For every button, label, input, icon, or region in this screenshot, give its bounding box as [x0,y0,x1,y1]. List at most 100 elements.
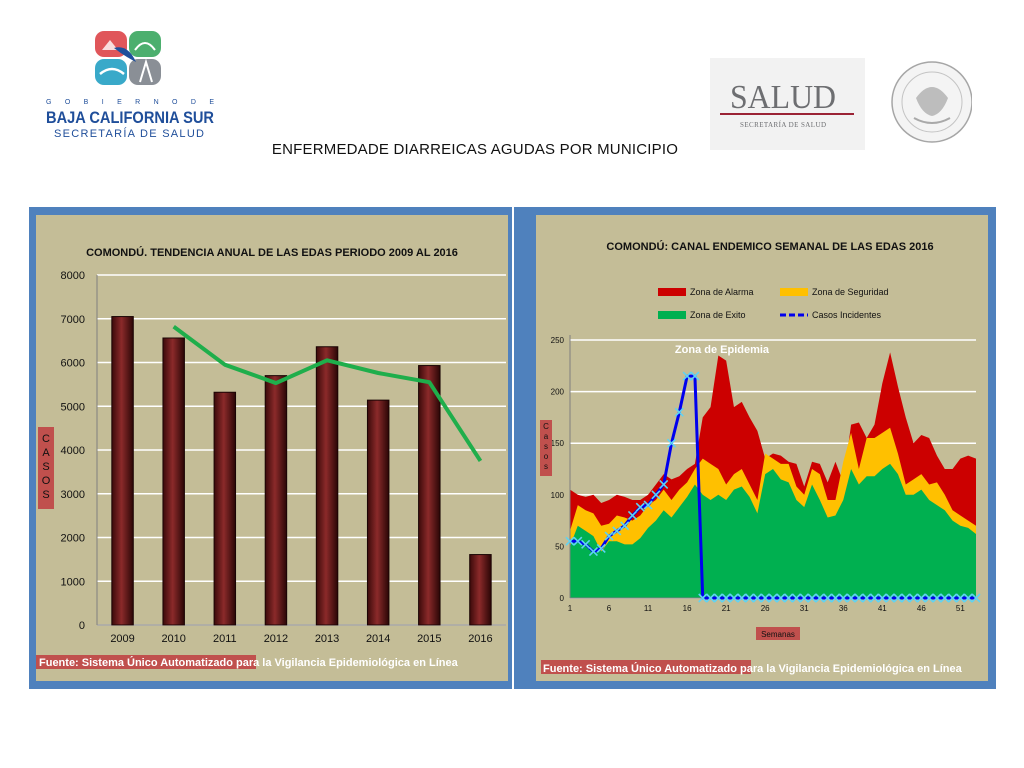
cases-point [690,371,700,381]
cases-point [791,593,801,603]
cases-point [721,593,731,603]
legend-label: Zona de Exito [690,310,746,320]
cases-point [588,546,598,557]
y-axis-label-letter: s [544,462,548,471]
x-tick-label: 11 [644,604,653,613]
legend-swatch [780,288,808,296]
state-name-text: BAJA CALIFORNIA SUR [46,108,214,127]
cases-point [643,500,653,510]
source-note-bg [36,655,256,669]
cases-point [932,593,942,603]
salud-secretaria-text: SECRETARÍA DE SALUD [740,121,826,129]
cases-point [924,593,934,603]
cases-point [713,593,723,603]
endemic-channel-panel: COMONDÚ: CANAL ENDEMICO SEMANAL DE LAS E… [514,207,996,689]
cases-point [620,521,630,531]
chart-title: COMONDÚ. TENDENCIA ANUAL DE LAS EDAS PER… [86,246,458,259]
bar-2016 [469,554,492,626]
cases-point [635,502,645,512]
cases-point [846,593,856,603]
bar-2011 [213,391,237,626]
bcs-emblem-icon [95,31,161,85]
y-axis-label-bg [38,427,54,509]
annual-trend-panel: COMONDÚ. TENDENCIA ANUAL DE LAS EDAS PER… [29,207,512,689]
y-tick-label: 0 [560,594,565,603]
cases-point [838,593,848,603]
y-tick-label: 3000 [61,489,85,501]
bcs-government-logo: G O B I E R N O D E BAJA CALIFORNIA SUR … [40,28,230,143]
source-note-bg-right [541,660,751,674]
x-tick-label: 2010 [161,633,185,645]
page-title: ENFERMEDADE DIARREICAS AGUDAS POR MUNICI… [271,141,679,158]
x-tick-label: 51 [956,604,965,613]
cases-point [705,593,716,603]
y-tick-label: 250 [551,336,565,345]
cases-point [799,593,809,603]
bar-2012 [264,375,288,626]
bar-2013 [315,346,339,626]
legend-swatch [658,311,686,319]
annual-trend-chart: COMONDÚ. TENDENCIA ANUAL DE LAS EDAS PER… [38,246,506,645]
source-note-left: Fuente: Sistema Único Automatizado para … [39,657,458,669]
x-tick-label: 2012 [264,633,288,645]
source-note-right: Fuente: Sistema Único Automatizado para … [543,663,962,675]
cases-point [948,593,958,603]
secretaria-text: SECRETARÍA DE SALUD [54,127,204,140]
cases-point [885,593,895,603]
x-tick-label: 2011 [213,633,237,645]
endemic-channel-chart: COMONDÚ: CANAL ENDEMICO SEMANAL DE LAS E… [540,240,981,640]
cases-point [862,593,872,603]
cases-point [940,593,950,603]
y-axis-label-letter: o [544,452,549,461]
cases-point [627,510,638,521]
cases-point [737,593,747,603]
cases-point [659,479,669,490]
x-axis-label: Semanas [761,630,795,639]
x-tick-label: 2016 [468,633,492,645]
mexico-seal-icon [891,61,973,143]
cases-point [596,543,606,554]
cases-point [573,536,583,546]
annual-trend-chart-area: COMONDÚ. TENDENCIA ANUAL DE LAS EDAS PER… [36,215,508,681]
y-axis-label-letter: O [42,475,51,487]
cases-point [823,593,833,603]
y-tick-label: 8000 [61,270,85,282]
x-tick-label: 2009 [110,633,134,645]
cases-point [830,593,841,603]
salud-text: SALUD [730,79,836,116]
cases-point [971,593,981,603]
y-axis-label-letter: C [42,433,50,445]
x-tick-label: 36 [839,604,848,613]
x-tick-label: 2015 [417,633,441,645]
cases-point [963,593,973,603]
y-tick-label: 150 [551,439,565,448]
cases-point [776,593,786,603]
cases-point [698,593,708,603]
cases-point [854,593,864,603]
legend-label: Zona de Alarma [690,287,754,297]
cases-point [901,593,911,603]
cases-point [651,490,661,500]
y-tick-label: 4000 [61,445,85,457]
trend-line [172,325,483,463]
chart-title: COMONDÚ: CANAL ENDEMICO SEMANAL DE LAS E… [606,240,933,253]
x-tick-label: 41 [878,604,887,613]
cases-point [682,371,692,381]
gobierno-text: G O B I E R N O D E [46,99,214,106]
cases-point [955,593,965,603]
bar-2009 [111,316,134,626]
cases-point [760,593,770,603]
x-axis-label-bg [756,627,800,640]
cases-point [565,536,575,546]
y-tick-label: 2000 [61,533,85,545]
y-tick-label: 1000 [61,576,85,588]
x-tick-label: 46 [917,604,926,613]
cases-point [784,593,794,603]
cases-point [752,593,762,603]
salud-logo: SALUD SECRETARÍA DE SALUD [710,58,973,150]
zone-epidemia-label: Zona de Epidemia [675,344,770,356]
y-tick-label: 100 [551,491,565,500]
cases-point [877,593,887,603]
y-tick-label: 200 [551,388,565,397]
bar-2015 [418,365,441,626]
